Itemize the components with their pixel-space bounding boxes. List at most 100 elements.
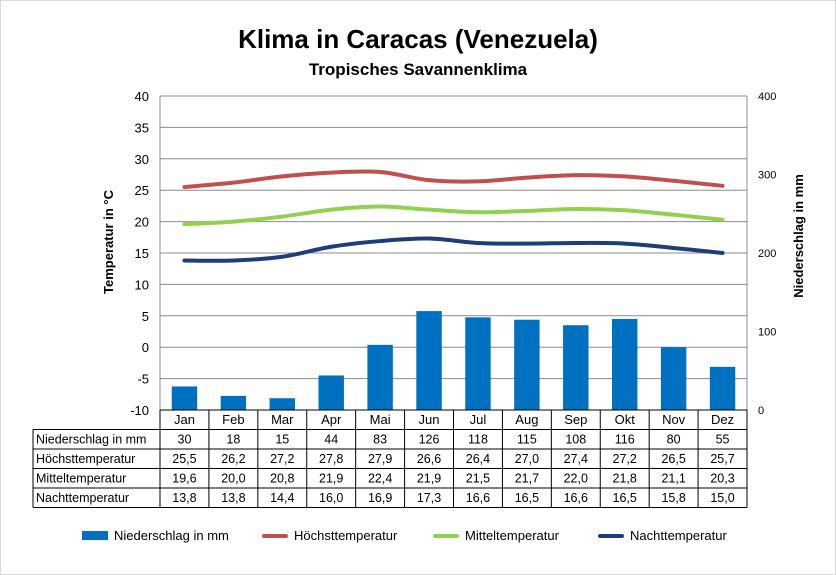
- table-cell: 116: [615, 433, 635, 447]
- table-cell: 118: [468, 433, 488, 447]
- axes: 40 35 30 25 20 15 10 5 0 -5 -10 400 300 200 100 0: [130, 89, 776, 418]
- table-cell: 27,9: [368, 452, 392, 466]
- x-tick-label: Mai: [370, 412, 391, 427]
- gridlines: [160, 95, 747, 411]
- y-axis-label: Temperatur in °C: [101, 189, 116, 294]
- legend-label: Mitteltemperatur: [465, 528, 559, 543]
- table-cell: 20,0: [221, 472, 245, 486]
- precipitation-bar: [269, 398, 296, 410]
- legend-label: Nachttemperatur: [630, 528, 727, 543]
- table-cell: 44: [324, 433, 338, 447]
- precipitation-bar: [367, 344, 393, 410]
- table-cell: 16,5: [515, 491, 539, 505]
- table-cell: 13,8: [172, 491, 196, 505]
- precipitation-bar: [318, 375, 344, 410]
- table-cell: 15: [275, 433, 289, 447]
- x-tick-label: Jul: [470, 412, 487, 427]
- table-cell: 27,8: [319, 452, 343, 466]
- chart-subtitle: Tropisches Savannenklima: [308, 60, 528, 79]
- table-cell: 25,7: [710, 452, 734, 466]
- x-tick-label: Mar: [271, 412, 294, 427]
- table-cell: 22,0: [564, 472, 588, 486]
- table-cell: 55: [716, 433, 730, 447]
- table-cell: 20,8: [270, 472, 294, 486]
- y2-axis-label: Niederschlag in mm: [791, 174, 806, 298]
- y-tick-label: 20: [135, 215, 149, 230]
- table-cell: 27,0: [515, 452, 539, 466]
- y2-tick-label: 400: [758, 91, 776, 103]
- x-tick-label: Feb: [222, 412, 244, 427]
- y2-tick-label: 0: [758, 405, 764, 417]
- table-cell: 26,4: [466, 452, 490, 466]
- table-cell: 20,3: [710, 472, 734, 486]
- x-tick-label: Nov: [662, 412, 686, 427]
- table-cell: 27,2: [613, 452, 637, 466]
- y-tick-label: 30: [135, 152, 149, 167]
- table-cell: 26,6: [417, 452, 441, 466]
- table-cell: 21,1: [661, 472, 685, 486]
- table-cell: 21,9: [319, 472, 343, 486]
- y-tick-label: 5: [142, 309, 149, 324]
- y-tick-label: 10: [135, 277, 149, 292]
- y-tick-label: 15: [135, 246, 149, 261]
- table-cell: 14,4: [270, 491, 294, 505]
- table-cell: 17,3: [417, 491, 441, 505]
- precipitation-bar: [660, 347, 687, 410]
- table-cell: 21,7: [515, 472, 539, 486]
- table-cell: 26,5: [661, 452, 685, 466]
- y-tick-label: -10: [130, 403, 149, 418]
- legend-label: Niederschlag in mm: [114, 528, 229, 543]
- precipitation-bar: [709, 366, 736, 410]
- legend-item: Niederschlag in mm: [82, 528, 229, 543]
- legend-item: Nachttemperatur: [598, 528, 727, 543]
- table-cell: 21,8: [613, 472, 637, 486]
- precipitation-bar: [611, 318, 638, 410]
- table-cell: 16,6: [466, 491, 490, 505]
- precipitation-bar: [220, 395, 247, 410]
- x-tick-label: Apr: [321, 412, 342, 427]
- legend-label: Höchsttemperatur: [294, 528, 398, 543]
- y-tick-label: 40: [135, 89, 149, 104]
- table-cell: 108: [565, 433, 586, 447]
- table-cell: 126: [419, 433, 440, 447]
- table-cell: 30: [178, 433, 192, 447]
- line-series: [182, 169, 725, 263]
- legend: Niederschlag in mm Höchsttemperatur Mittel…: [0, 528, 836, 552]
- x-tick-label: Aug: [515, 412, 538, 427]
- x-tick-label: Sep: [564, 412, 587, 427]
- table-cell: 27,4: [564, 452, 588, 466]
- table-cell: 25,5: [172, 452, 196, 466]
- y2-tick-label: 100: [758, 327, 776, 339]
- table-cell: 16,0: [319, 491, 343, 505]
- table-cell: 13,8: [221, 491, 245, 505]
- legend-swatch: [262, 533, 288, 538]
- y2-tick-label: 300: [758, 170, 776, 182]
- table-cell: 18: [226, 433, 240, 447]
- x-tick-label: Okt: [615, 412, 636, 427]
- x-tick-label: Jun: [419, 412, 440, 427]
- precipitation-bar: [416, 311, 442, 410]
- table-cell: 27,2: [270, 452, 294, 466]
- data-table: Jan Feb Mar Apr Mai Jun Jul Aug Sep Okt Nov Dez Nied…: [32, 409, 748, 508]
- legend-item: Höchsttemperatur: [262, 528, 397, 543]
- table-cell: 16,5: [613, 491, 637, 505]
- y-tick-label: -5: [137, 372, 149, 387]
- precipitation-bar: [465, 317, 491, 410]
- x-tick-label: Dez: [711, 412, 734, 427]
- y-tick-label: 25: [135, 183, 149, 198]
- table-cell: 16,9: [368, 491, 392, 505]
- x-tick-label: Jan: [174, 412, 195, 427]
- line-series-höchsttemperatur: [182, 169, 725, 190]
- table-row-label: Nachttemperatur: [36, 491, 129, 505]
- legend-swatch: [82, 531, 108, 540]
- bar-series: [171, 311, 736, 410]
- table-cell: 15,0: [710, 491, 734, 505]
- chart-title: Klima in Caracas (Venezuela): [238, 24, 598, 54]
- table-cell: 15,8: [661, 491, 685, 505]
- table-cell: 80: [667, 433, 681, 447]
- table-cell: 19,6: [172, 472, 196, 486]
- table-row-label: Mitteltemperatur: [36, 472, 126, 486]
- table-cell: 21,5: [466, 472, 490, 486]
- line-series-nachttemperatur: [182, 236, 725, 263]
